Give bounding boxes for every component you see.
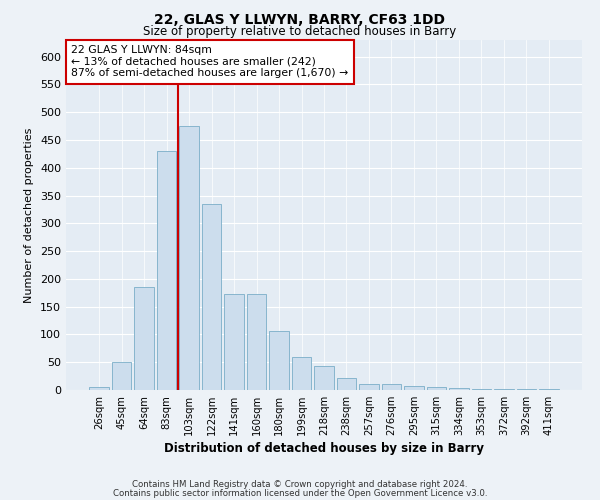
Bar	[202, 204, 221, 390]
X-axis label: Distribution of detached houses by size in Barry: Distribution of detached houses by size …	[164, 442, 484, 455]
Bar	[292, 356, 311, 390]
Bar	[269, 330, 289, 390]
Bar	[472, 389, 491, 390]
Bar	[134, 287, 154, 390]
Bar	[89, 387, 109, 390]
Text: 22, GLAS Y LLWYN, BARRY, CF63 1DD: 22, GLAS Y LLWYN, BARRY, CF63 1DD	[155, 12, 445, 26]
Bar	[539, 389, 559, 390]
Bar	[314, 366, 334, 390]
Bar	[337, 378, 356, 390]
Bar	[359, 384, 379, 390]
Bar	[404, 386, 424, 390]
Bar	[224, 294, 244, 390]
Bar	[449, 388, 469, 390]
Bar	[382, 384, 401, 390]
Bar	[112, 362, 131, 390]
Text: Contains HM Land Registry data © Crown copyright and database right 2024.: Contains HM Land Registry data © Crown c…	[132, 480, 468, 489]
Bar	[494, 389, 514, 390]
Text: 22 GLAS Y LLWYN: 84sqm
← 13% of detached houses are smaller (242)
87% of semi-de: 22 GLAS Y LLWYN: 84sqm ← 13% of detached…	[71, 46, 349, 78]
Bar	[157, 151, 176, 390]
Bar	[179, 126, 199, 390]
Text: Size of property relative to detached houses in Barry: Size of property relative to detached ho…	[143, 25, 457, 38]
Bar	[427, 386, 446, 390]
Bar	[517, 389, 536, 390]
Bar	[247, 294, 266, 390]
Text: Contains public sector information licensed under the Open Government Licence v3: Contains public sector information licen…	[113, 488, 487, 498]
Y-axis label: Number of detached properties: Number of detached properties	[25, 128, 34, 302]
